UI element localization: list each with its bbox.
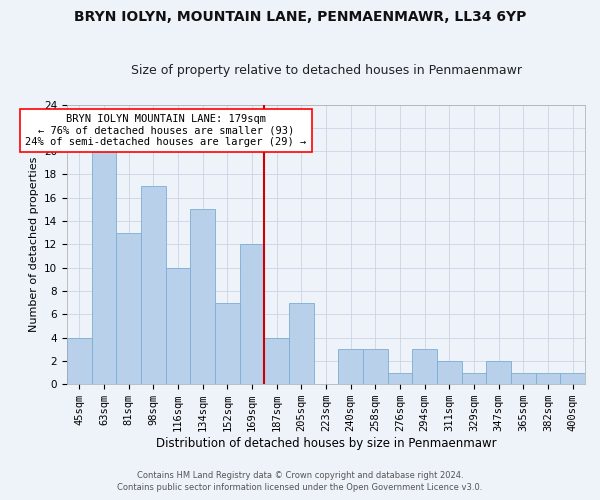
Bar [116, 232, 141, 384]
Bar [511, 372, 536, 384]
Bar [363, 350, 388, 384]
Bar [141, 186, 166, 384]
Bar [190, 210, 215, 384]
Bar [461, 372, 487, 384]
Bar [412, 350, 437, 384]
Bar [67, 338, 92, 384]
Bar [560, 372, 585, 384]
Text: BRYN IOLYN, MOUNTAIN LANE, PENMAENMAWR, LL34 6YP: BRYN IOLYN, MOUNTAIN LANE, PENMAENMAWR, … [74, 10, 526, 24]
Bar [265, 338, 289, 384]
Title: Size of property relative to detached houses in Penmaenmawr: Size of property relative to detached ho… [131, 64, 521, 77]
Bar [437, 361, 461, 384]
Bar [536, 372, 560, 384]
Bar [388, 372, 412, 384]
Bar [240, 244, 265, 384]
Text: BRYN IOLYN MOUNTAIN LANE: 179sqm
← 76% of detached houses are smaller (93)
24% o: BRYN IOLYN MOUNTAIN LANE: 179sqm ← 76% o… [25, 114, 307, 147]
Bar [92, 151, 116, 384]
Bar [215, 302, 240, 384]
Bar [338, 350, 363, 384]
Bar [166, 268, 190, 384]
Bar [487, 361, 511, 384]
X-axis label: Distribution of detached houses by size in Penmaenmawr: Distribution of detached houses by size … [156, 437, 496, 450]
Y-axis label: Number of detached properties: Number of detached properties [29, 156, 38, 332]
Text: Contains HM Land Registry data © Crown copyright and database right 2024.
Contai: Contains HM Land Registry data © Crown c… [118, 471, 482, 492]
Bar [289, 302, 314, 384]
